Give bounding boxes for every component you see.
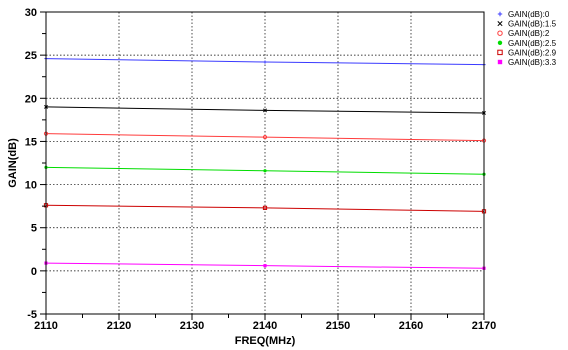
legend-marker (497, 49, 503, 56)
legend-marker (497, 40, 503, 45)
data-point (263, 108, 267, 113)
x-tick-label: 2110 (34, 320, 58, 332)
legend-label: GAIN(dB):3.3 (508, 58, 557, 67)
series-2 (43, 131, 487, 143)
y-tick-label: 0 (31, 266, 37, 278)
legend-label: GAIN(dB):0 (508, 10, 550, 19)
legend-label: GAIN(dB):2.5 (508, 39, 557, 48)
y-tick-label: 25 (25, 50, 37, 62)
y-tick-label: 15 (25, 136, 37, 148)
y-tick-labels: -5 0 5 10 15 20 25 30 (25, 7, 37, 321)
data-point (262, 205, 268, 210)
y-tick-label: -5 (27, 309, 37, 321)
y-tick-label: 30 (25, 7, 37, 19)
x-tick-labels: 2110 2120 2130 2140 2150 2160 2170 (34, 320, 496, 332)
legend-label: GAIN(dB):2.9 (508, 48, 557, 57)
data-point (262, 135, 268, 140)
series-lines (43, 56, 487, 270)
data-point (263, 264, 267, 268)
legend-label: GAIN(dB):1.5 (508, 20, 557, 29)
x-tick-label: 2150 (326, 320, 350, 332)
data-point (263, 169, 267, 173)
x-axis-title: FREQ(MHz) (235, 335, 296, 347)
grid-lines (46, 12, 484, 314)
series-line (45, 204, 485, 212)
x-tick-label: 2120 (107, 320, 131, 332)
legend-marker (497, 30, 503, 36)
legend-marker (497, 59, 503, 65)
axis-ticks (40, 11, 485, 320)
y-tick-label: 5 (31, 223, 37, 235)
y-tick-label: 10 (25, 180, 37, 192)
x-tick-label: 2170 (472, 320, 496, 332)
series-line (45, 133, 485, 142)
x-tick-label: 2130 (180, 320, 204, 332)
y-tick-label: 20 (25, 93, 37, 105)
legend-label: GAIN(dB):2 (508, 29, 550, 38)
x-tick-label: 2140 (253, 320, 277, 332)
x-tick-label: 2160 (399, 320, 423, 332)
legend: GAIN(dB):0GAIN(dB):1.5GAIN(dB):2GAIN(dB)… (497, 10, 557, 67)
y-axis-title: GAIN(dB) (7, 138, 19, 188)
legend-marker (497, 21, 503, 27)
